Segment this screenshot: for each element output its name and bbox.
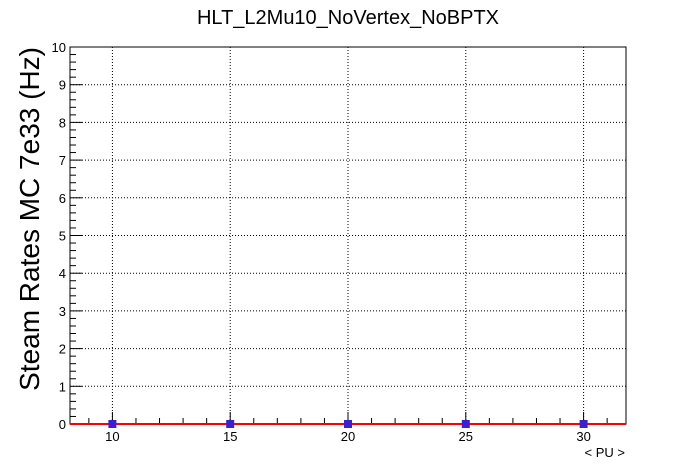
x-tick-label: 10 — [105, 429, 119, 444]
y-axis-label: Steam Rates MC 7e33 (Hz) — [14, 47, 45, 391]
data-point — [579, 420, 588, 428]
x-tick-label: 25 — [459, 429, 473, 444]
data-points — [108, 420, 588, 428]
y-tick-label: 8 — [59, 115, 66, 130]
y-tick-label: 1 — [59, 379, 66, 394]
y-tick-label: 3 — [59, 304, 66, 319]
y-tick-label: 9 — [59, 78, 66, 93]
tick-labels: 0 1 2 3 4 5 6 7 8 9 10 10 15 20 25 30 — [52, 40, 591, 444]
data-point — [226, 420, 235, 428]
chart-title: HLT_L2Mu10_NoVertex_NoBPTX — [197, 7, 499, 29]
data-point — [108, 420, 117, 428]
x-axis-label: < PU > — [585, 445, 625, 460]
y-tick-label: 5 — [59, 229, 66, 244]
y-tick-label: 6 — [59, 191, 66, 206]
y-tick-label: 4 — [59, 266, 66, 281]
x-tick-label: 20 — [341, 429, 355, 444]
y-tick-label: 2 — [59, 342, 66, 357]
x-tick-label: 15 — [223, 429, 237, 444]
data-point — [344, 420, 352, 428]
y-tick-label: 10 — [52, 40, 66, 55]
data-point — [461, 420, 470, 428]
x-tick-label: 30 — [576, 429, 590, 444]
y-tick-label: 7 — [59, 153, 66, 168]
y-tick-label: 0 — [59, 417, 66, 432]
